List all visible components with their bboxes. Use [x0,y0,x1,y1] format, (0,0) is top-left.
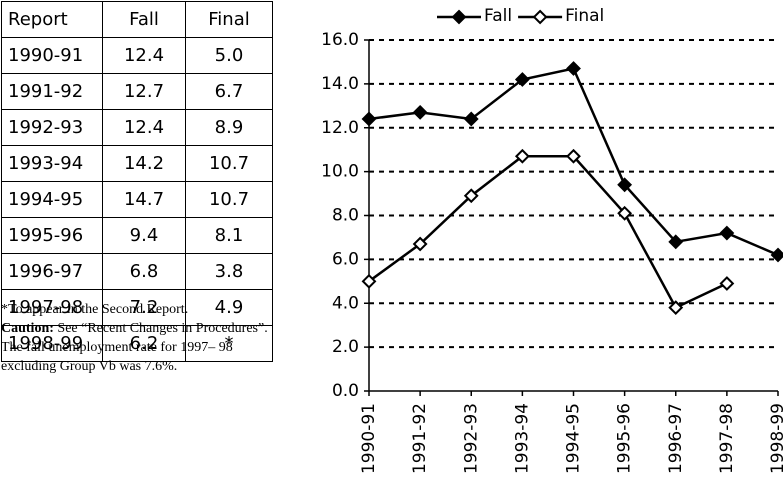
table-cell: 6.7 [185,73,273,110]
caution-text: See “Recent Changes in Procedures”. The … [1,321,268,374]
y-tick-label: 2.0 [332,337,359,357]
table-cell: 12.4 [102,109,186,146]
y-tick-label: 0.0 [332,381,359,401]
table-cell: 1993-94 [1,145,103,182]
note: *To appear in the Second Report. [1,302,189,317]
caution-label: Caution: [1,321,54,336]
marker [617,177,633,193]
legend-marker [451,9,467,25]
x-tick-label: 1990-91 [359,403,379,474]
x-tick-label: 1993-94 [512,403,532,474]
marker [566,61,581,76]
x-tick-label: 1997-98 [717,403,737,474]
table-cell: 1997-98 [1,289,103,326]
table-cell: 14.7 [102,181,186,218]
table-row: 1997-98 7.2 4.9 [1,289,273,326]
marker [361,273,377,289]
legend-marker [532,9,548,25]
marker [719,225,735,241]
table-cell: 1994-95 [1,181,103,218]
y-tick-label: 8.0 [332,206,359,226]
table-cell: 6.2 [102,325,186,362]
caution: Caution: See “Recent Changes in Procedur… [1,319,269,376]
table-cell: 1990-91 [1,37,103,74]
table-cell: Report [1,1,103,38]
marker [412,104,428,120]
y-tick-label: 4.0 [332,293,359,313]
marker [617,205,633,221]
x-tick-label: 1991-92 [410,403,430,474]
table-row: 1994-95 14.7 10.7 [1,181,273,218]
table-row: 1992-93 12.4 8.9 [1,109,273,146]
x-tick-label: 1995-96 [615,403,635,474]
marker [514,72,530,87]
table-row: 1998-99 6.2 * [1,325,273,362]
table-row: 1990-91 12.4 5.0 [1,37,273,74]
table-cell: 9.4 [102,217,186,254]
table-cell: 1991-92 [1,73,103,110]
data-table: Report Fall Final 1990-91 12.4 5.0 1991-92 12.7… [1,1,273,362]
table-cell: 8.1 [185,217,273,254]
table-cell: 3.8 [185,253,273,290]
table-cell: 14.2 [102,145,186,182]
legend-label: Final [565,6,604,26]
y-tick-label: 12.0 [321,118,359,138]
marker [566,148,581,164]
marker [668,234,684,250]
table-cell: 4.9 [185,289,273,326]
marker [719,276,735,291]
x-tick-label: 1996-97 [666,403,686,474]
footnote: *To appear in the Second Report. Caution… [1,300,269,376]
y-tick-label: 6.0 [332,249,359,269]
legend-label: Fall [484,6,512,26]
marker [463,111,479,127]
table-cell: 7.2 [102,289,186,326]
y-tick-label: 10.0 [321,162,359,182]
marker [668,300,684,316]
table-cell: 1998-99 [1,325,103,362]
series-line [368,155,728,310]
table-cell: 1992-93 [1,109,103,146]
marker [514,148,530,164]
table-row: 1995-96 9.4 8.1 [1,217,273,254]
table-cell: 10.7 [185,145,273,182]
table-cell: 8.9 [185,109,273,146]
marker [361,111,377,127]
table-row: 1991-92 12.7 6.7 [1,73,273,110]
y-tick-label: 16.0 [321,30,359,50]
marker [463,188,479,204]
marker [770,247,783,263]
x-tick-label: 1994-95 [564,403,584,474]
marker [412,236,428,252]
table-row: 1993-94 14.2 10.7 [1,145,273,182]
table-row: Report Fall Final [1,1,273,38]
table-cell: 5.0 [185,37,273,74]
x-tick-label: 1998-99 [768,403,783,474]
table-cell: * [185,325,273,362]
table-row: 1996-97 6.8 3.8 [1,253,273,290]
x-tick-label: 1992-93 [461,403,481,474]
table-cell: Fall [102,1,186,38]
table-cell: 12.7 [102,73,186,110]
y-tick-label: 14.0 [321,74,359,94]
